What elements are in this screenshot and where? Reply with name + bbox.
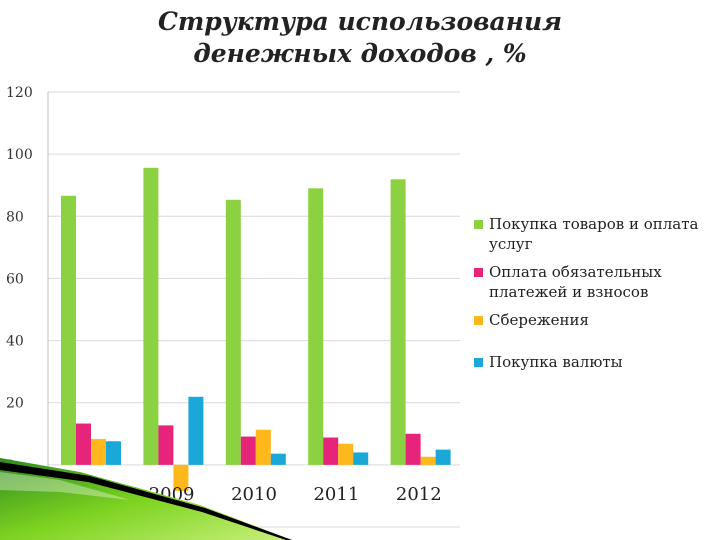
bar-2011-series-1: [323, 437, 339, 465]
legend-item-currency: Покупка валюты: [474, 352, 714, 372]
y-tick-label: 120: [6, 85, 33, 101]
legend-swatch-payments: [474, 268, 483, 277]
bars: [61, 167, 451, 491]
bar-2012-series-1: [405, 433, 421, 465]
bar-2011-series-0: [308, 188, 324, 465]
legend-item-savings: Сбережения: [474, 310, 714, 330]
y-tick-label: 100: [6, 147, 33, 163]
legend-swatch-savings: [474, 316, 483, 325]
legend-label-savings: Сбережения: [489, 311, 589, 329]
legend-swatch-goods: [474, 220, 483, 229]
y-tick-label: 0: [6, 458, 15, 474]
x-category-label: 2011: [313, 484, 359, 505]
legend-item-goods: Покупка товаров и оплата услуг: [474, 214, 714, 254]
y-tick-label: 20: [6, 396, 24, 412]
bar-2011-series-3: [353, 452, 369, 465]
bar-2012-series-2: [420, 456, 436, 465]
bar-2009-series-1: [158, 425, 174, 465]
bar-2010-series-0: [225, 199, 241, 465]
bar-2011-series-2: [338, 443, 354, 465]
x-category-label: 2012: [396, 484, 442, 505]
x-category-label: 2008: [66, 484, 112, 505]
bar-2009-series-0: [143, 167, 159, 465]
bar-2010-series-3: [270, 453, 286, 465]
y-tick-label: 80: [6, 209, 24, 225]
bar-2008-series-2: [91, 439, 106, 465]
y-tick-label: 40: [6, 334, 24, 350]
chart-title: Структура использования денежных доходов…: [120, 6, 600, 70]
legend-label-payments: Оплата обязательных платежей и взносов: [489, 263, 662, 301]
bar-2010-series-2: [255, 429, 271, 465]
y-tick-label: 60: [6, 271, 24, 287]
chart-title-line-1: Структура использования: [157, 7, 563, 36]
legend-label-goods: Покупка товаров и оплата услуг: [489, 215, 699, 253]
bar-2009-series-3: [188, 396, 204, 465]
chart-title-line-2: денежных доходов , %: [193, 39, 527, 68]
bar-2012-series-3: [435, 449, 451, 465]
legend-label-currency: Покупка валюты: [489, 353, 623, 371]
chart-legend: Покупка товаров и оплата услуг Оплата об…: [474, 214, 714, 380]
x-axis-labels: 2008 2009 2010 2011 2012: [66, 484, 441, 505]
y-tick-label: -20: [6, 520, 29, 536]
x-category-label: 2010: [231, 484, 277, 505]
bar-2008-series-0: [61, 195, 76, 465]
bar-2008-series-1: [76, 423, 91, 465]
bar-2012-series-0: [390, 179, 406, 465]
y-axis-ticks: -20 0 20 40 60 80 100 120: [6, 85, 33, 536]
legend-item-payments: Оплата обязательных платежей и взносов: [474, 262, 714, 302]
bar-2008-series-3: [106, 441, 121, 465]
bar-2010-series-1: [240, 436, 256, 465]
x-category-label: 2009: [149, 484, 195, 505]
legend-swatch-currency: [474, 358, 483, 367]
